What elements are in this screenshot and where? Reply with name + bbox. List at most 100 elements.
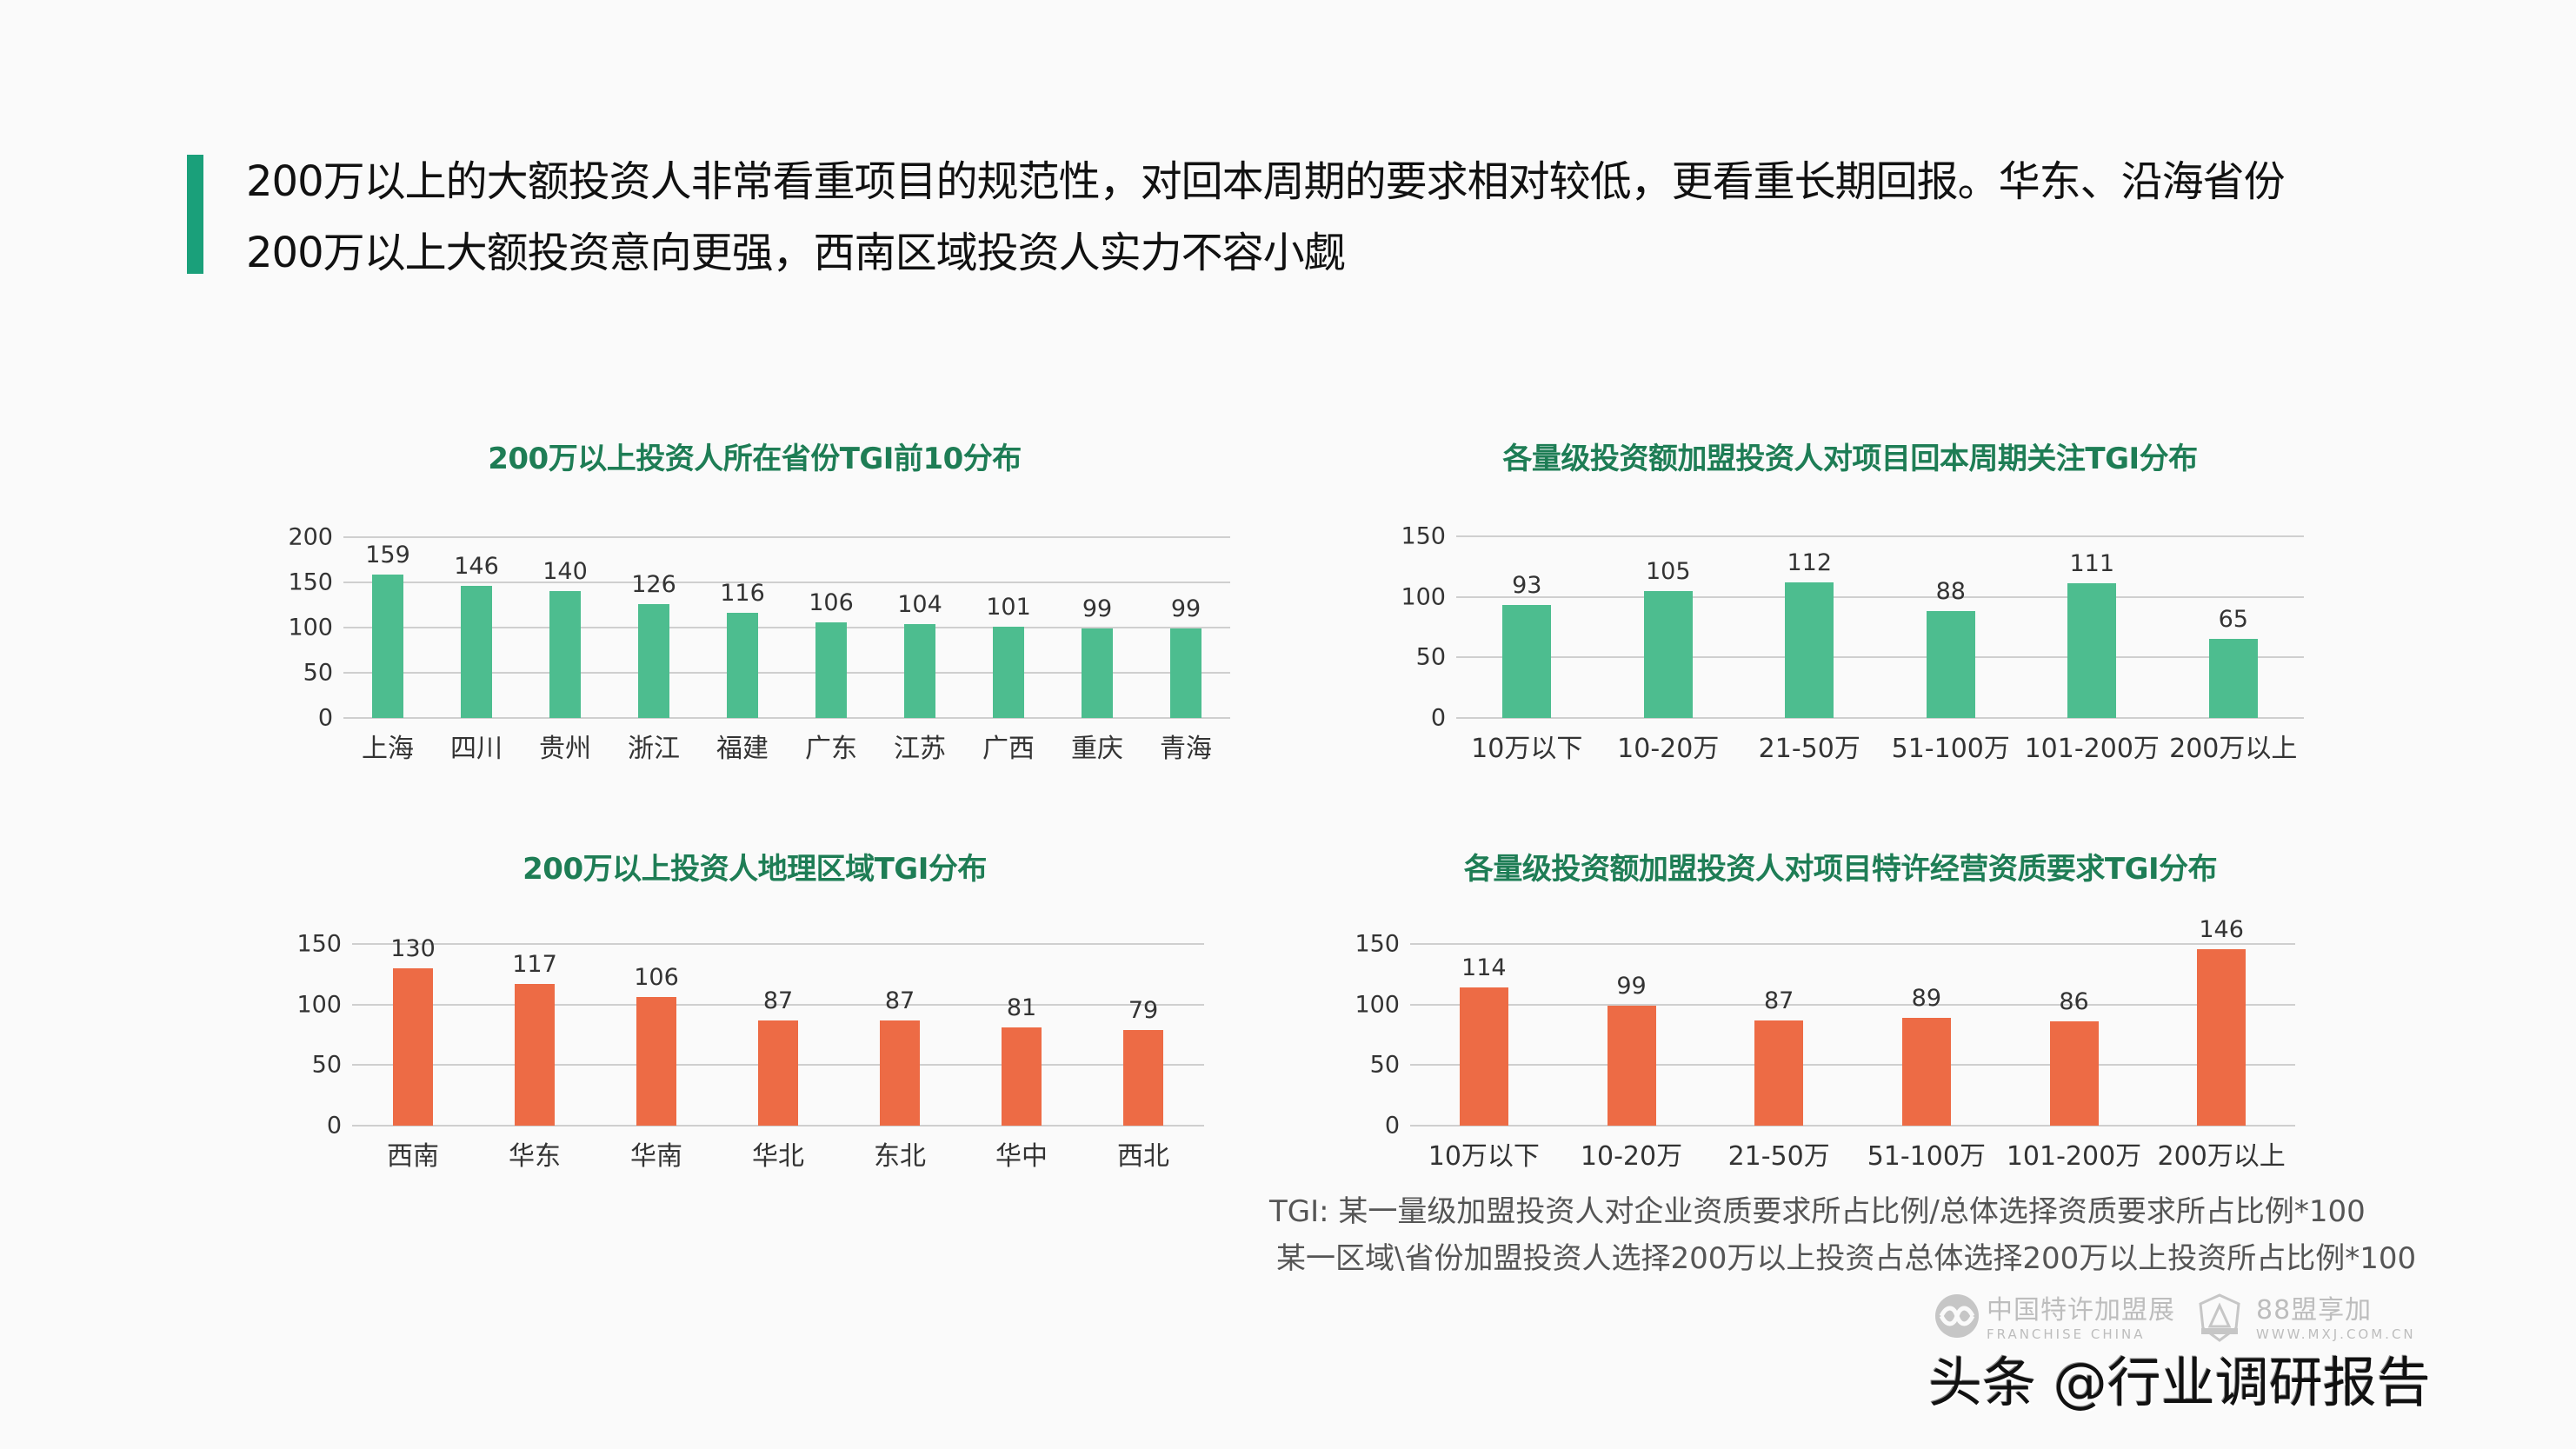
x-axis-category-label: 101-200万 bbox=[2006, 1141, 2142, 1172]
gridline bbox=[352, 943, 1204, 945]
bar bbox=[1607, 1006, 1656, 1126]
gridline bbox=[1456, 535, 2304, 537]
bar-value-label: 106 bbox=[809, 588, 854, 616]
y-axis-tick-label: 50 bbox=[1369, 1051, 1400, 1079]
bar bbox=[636, 997, 676, 1126]
y-axis-tick-label: 200 bbox=[288, 523, 333, 551]
bar bbox=[1901, 1018, 1951, 1126]
bar-value-label: 99 bbox=[1170, 595, 1201, 623]
gridline bbox=[352, 1003, 1204, 1006]
bar-value-label: 87 bbox=[884, 987, 915, 1014]
bar bbox=[372, 574, 403, 718]
bar-value-label: 112 bbox=[1787, 548, 1833, 576]
bar bbox=[1459, 987, 1508, 1126]
bar bbox=[1643, 590, 1693, 718]
x-axis-category-label: 51-100万 bbox=[1891, 734, 2010, 764]
x-axis-category-label: 贵州 bbox=[539, 734, 591, 764]
gridline bbox=[343, 627, 1230, 628]
gridline bbox=[1410, 1064, 2295, 1067]
gridline bbox=[1410, 943, 2295, 945]
chart-4-plot: 0 50 100 150 114 10万以下 99 10-20万 87 21-50万 89 51-10… bbox=[1355, 916, 2295, 1172]
bar-value-label: 126 bbox=[631, 570, 676, 598]
bar bbox=[1002, 1027, 1042, 1126]
bar bbox=[1926, 611, 1975, 718]
chart-3-plot: 0 50 100 150 130 西南 117 华东 106 华南 87 华北 87 东北 81 华中 79 西北 bbox=[296, 931, 1204, 1172]
bar bbox=[393, 967, 433, 1126]
franchise-china-en: FRANCHISE CHINA bbox=[1987, 1326, 2146, 1342]
x-axis-category-label: 10万以下 bbox=[1428, 1141, 1540, 1172]
x-axis-category-label: 青海 bbox=[1160, 734, 1212, 764]
bar-value-label: 111 bbox=[2069, 550, 2115, 578]
x-axis-category-label: 华南 bbox=[630, 1141, 682, 1172]
x-axis-category-label: 重庆 bbox=[1071, 734, 1123, 764]
bar bbox=[880, 1020, 920, 1126]
bar bbox=[1785, 582, 1834, 718]
bar bbox=[1082, 628, 1113, 718]
y-axis-tick-label: 150 bbox=[1355, 930, 1400, 958]
x-axis-category-label: 10万以下 bbox=[1471, 734, 1583, 764]
y-axis-tick-label: 0 bbox=[1384, 1112, 1400, 1140]
gridline bbox=[1410, 1003, 2295, 1006]
franchise-china-logo: 中国特许加盟展 FRANCHISE CHINA bbox=[1987, 1288, 2175, 1342]
x-axis-category-label: 101-200万 bbox=[2024, 734, 2160, 764]
y-axis-tick-label: 50 bbox=[303, 659, 333, 687]
y-axis-tick-label: 0 bbox=[326, 1112, 342, 1140]
bar bbox=[461, 586, 492, 718]
bar bbox=[993, 626, 1024, 718]
bar-value-label: 65 bbox=[2218, 606, 2248, 634]
gridline bbox=[343, 672, 1230, 674]
x-axis-category-label: 东北 bbox=[874, 1141, 926, 1172]
bar-value-label: 114 bbox=[1461, 954, 1507, 982]
x-axis-category-label: 10-20万 bbox=[1617, 734, 1720, 764]
bar bbox=[2067, 583, 2117, 718]
y-axis-tick-label: 100 bbox=[296, 991, 342, 1019]
bar bbox=[2197, 948, 2247, 1126]
chart-3-title: 200万以上投资人地理区域TGI分布 bbox=[523, 852, 987, 887]
y-axis-tick-label: 150 bbox=[1401, 522, 1446, 550]
x-axis-category-label: 华中 bbox=[995, 1141, 1048, 1172]
y-axis-tick-label: 150 bbox=[288, 568, 333, 596]
x-axis-category-label: 浙江 bbox=[628, 734, 680, 764]
accent-bar bbox=[187, 155, 203, 274]
bar-value-label: 146 bbox=[2199, 915, 2244, 943]
bar-value-label: 79 bbox=[1128, 996, 1159, 1024]
x-axis-category-label: 51-100万 bbox=[1867, 1141, 1986, 1172]
bar bbox=[1754, 1020, 1804, 1126]
chart-1-title: 200万以上投资人所在省份TGI前10分布 bbox=[488, 442, 1022, 476]
gridline bbox=[1456, 717, 2304, 719]
y-axis-tick-label: 50 bbox=[311, 1051, 342, 1079]
chart-4-title: 各量级投资额加盟投资人对项目特许经营资质要求TGI分布 bbox=[1463, 852, 2218, 887]
bar bbox=[727, 613, 758, 718]
mxj-cn: 88盟享加 bbox=[2256, 1295, 2373, 1326]
bar bbox=[2049, 1021, 2099, 1126]
headline-line-2: 200万以上大额投资意向更强，西南区域投资人实力不容小觑 bbox=[246, 229, 1346, 277]
footnote-region-definition: 某一区域\省份加盟投资人选择200万以上投资占总体选择200万以上投资所占比例*… bbox=[1276, 1241, 2417, 1276]
mxj-shield-icon bbox=[2199, 1293, 2240, 1342]
x-axis-category-label: 21-50万 bbox=[1758, 734, 1860, 764]
gridline bbox=[343, 536, 1230, 538]
x-axis-category-label: 广东 bbox=[805, 734, 857, 764]
bar-value-label: 159 bbox=[365, 541, 410, 568]
chart-2-plot: 0 50 100 150 93 10万以下 105 10-20万 112 21-50万 88 51-1… bbox=[1401, 523, 2304, 764]
bar-value-label: 106 bbox=[634, 964, 679, 992]
gridline bbox=[352, 1125, 1204, 1127]
x-axis-category-label: 21-50万 bbox=[1727, 1141, 1830, 1172]
y-axis-tick-label: 0 bbox=[1430, 704, 1446, 732]
gridline bbox=[1456, 656, 2304, 659]
bar bbox=[549, 591, 581, 718]
gridline bbox=[1410, 1125, 2295, 1127]
bar-value-label: 130 bbox=[390, 934, 436, 962]
bar-value-label: 86 bbox=[2059, 988, 2089, 1016]
y-axis-tick-label: 100 bbox=[1355, 991, 1400, 1019]
bar-value-label: 81 bbox=[1006, 994, 1037, 1022]
bar bbox=[1123, 1029, 1163, 1126]
x-axis-category-label: 上海 bbox=[362, 734, 414, 764]
mxj-logo: 88盟享加 WWW.MXJ.COM.CN bbox=[2256, 1288, 2416, 1342]
bar bbox=[1170, 628, 1201, 718]
x-axis-category-label: 华北 bbox=[752, 1141, 804, 1172]
bar bbox=[2208, 639, 2258, 718]
bar bbox=[638, 603, 669, 718]
x-axis-category-label: 西南 bbox=[387, 1141, 439, 1172]
bar-value-label: 99 bbox=[1616, 973, 1647, 1000]
gridline bbox=[343, 582, 1230, 583]
